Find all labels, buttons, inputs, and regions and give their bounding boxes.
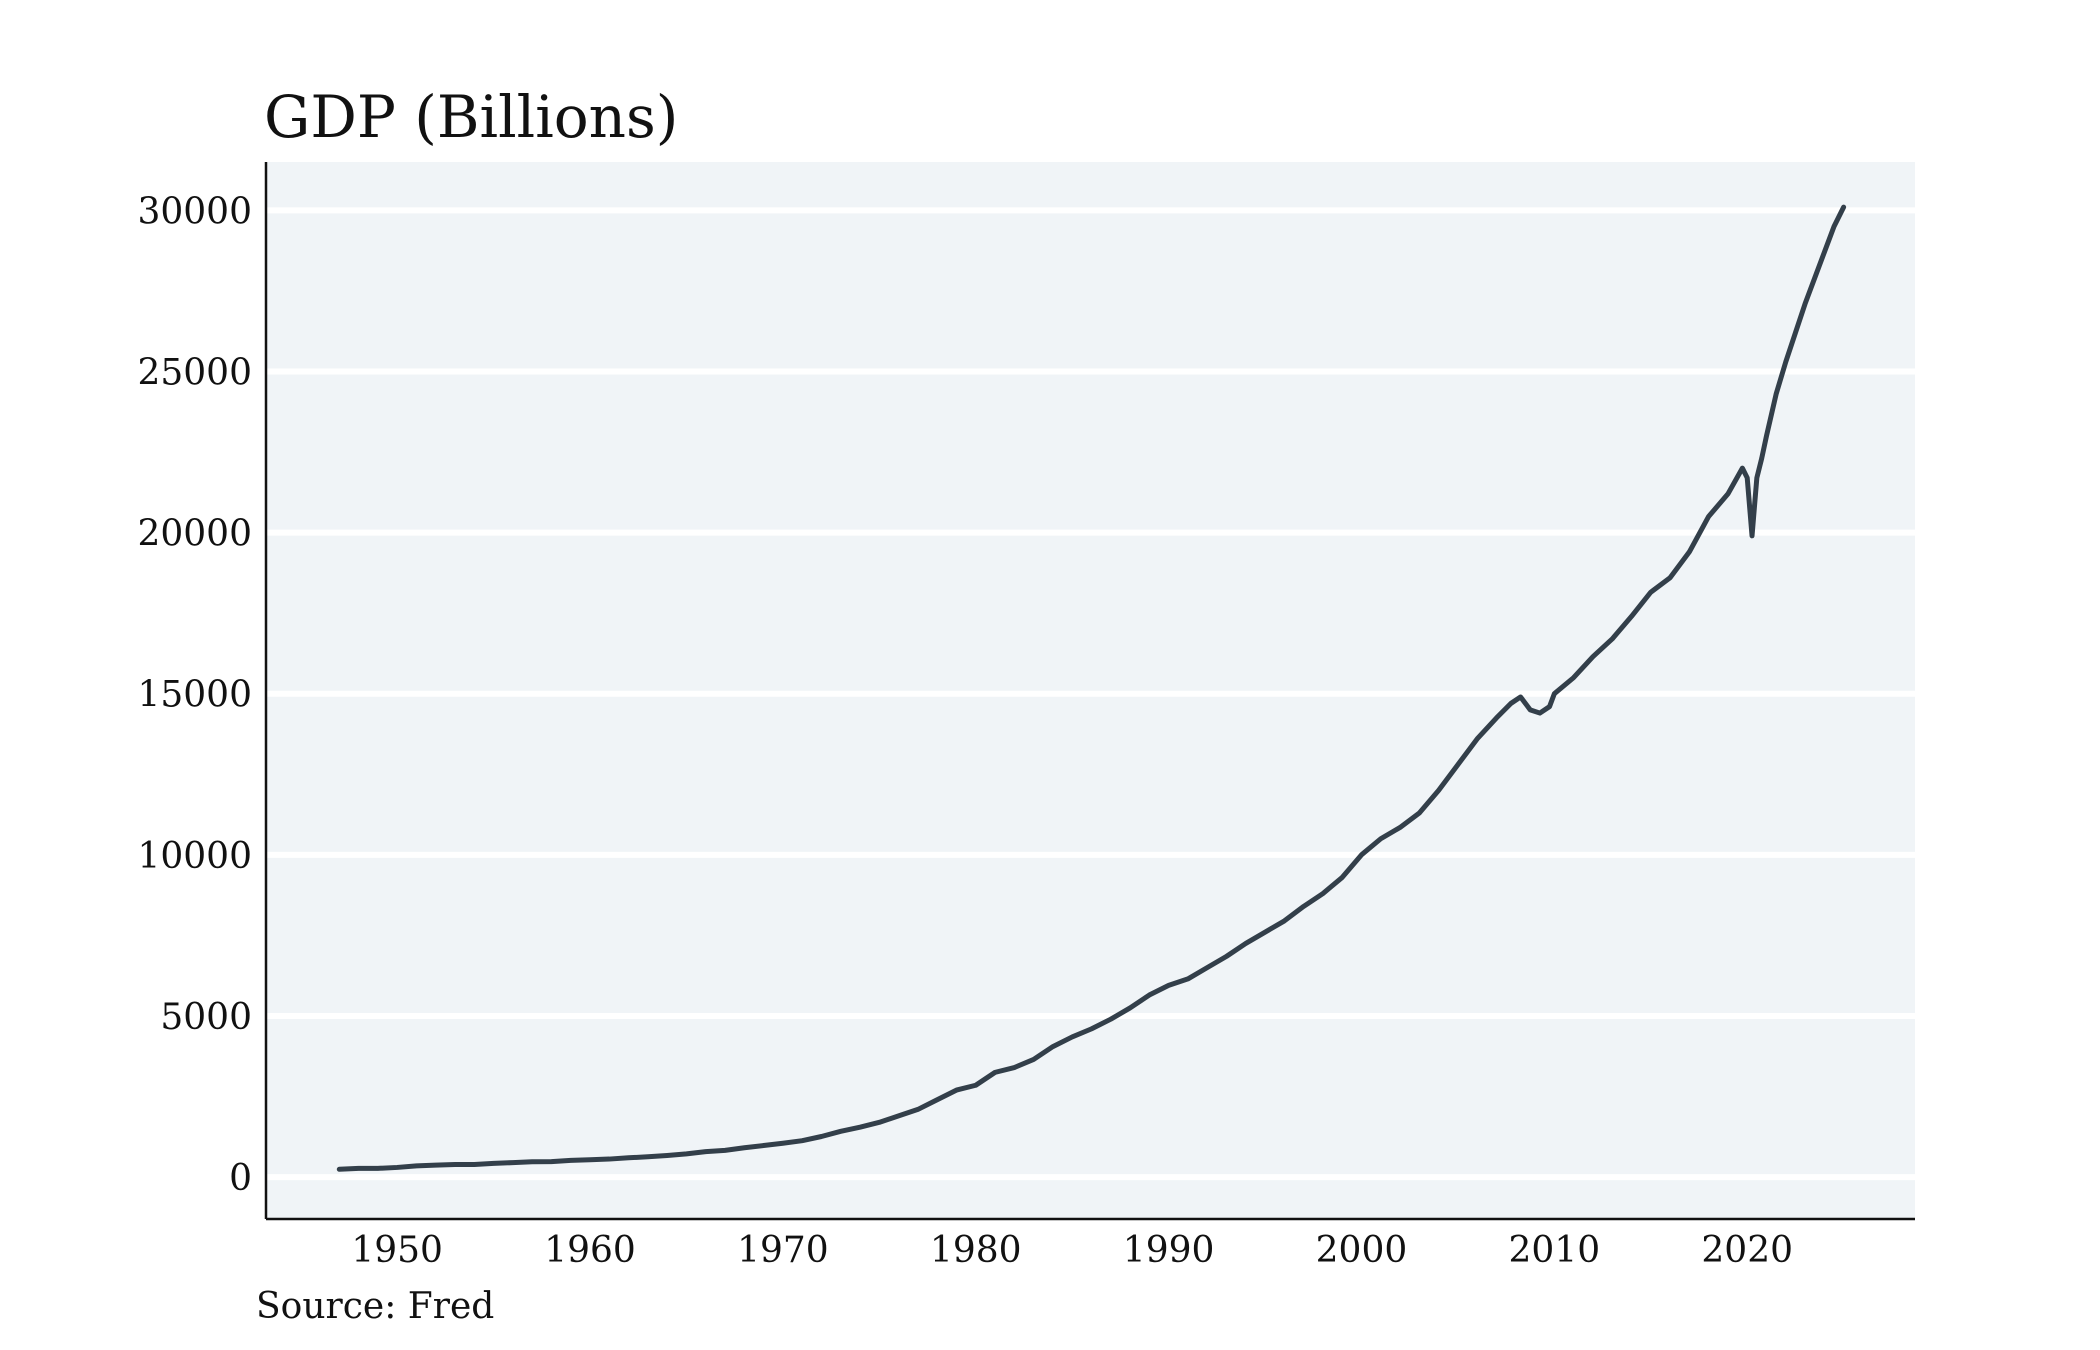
- x-tick-label-2010: 2010: [1509, 1230, 1601, 1271]
- x-tick-label-1950: 1950: [351, 1230, 443, 1271]
- chart-source: Source: Fred: [256, 1286, 494, 1327]
- y-tick-label-25000: 25000: [137, 352, 252, 393]
- chart-title: GDP (Billions): [264, 83, 678, 151]
- tick-labels: 0 5000 10000 15000 20000 25000 30000 1950 1960 19…: [137, 191, 1793, 1271]
- grid-lines: [266, 207, 1915, 1181]
- x-tick-label-1980: 1980: [930, 1230, 1022, 1271]
- x-tick-label-1990: 1990: [1123, 1230, 1215, 1271]
- y-tick-label-20000: 20000: [137, 514, 252, 555]
- gdp-series-line: [336, 204, 1847, 1172]
- x-tick-label-1960: 1960: [544, 1230, 636, 1271]
- x-tick-label-1970: 1970: [737, 1230, 829, 1271]
- y-tick-label-15000: 15000: [137, 675, 252, 716]
- y-tick-label-5000: 5000: [160, 997, 252, 1038]
- axes: [264, 162, 1915, 1221]
- x-tick-label-2000: 2000: [1316, 1230, 1408, 1271]
- x-tick-label-2020: 2020: [1701, 1230, 1793, 1271]
- y-tick-label-30000: 30000: [137, 191, 252, 232]
- plot-background: [266, 162, 1915, 1219]
- y-tick-label-0: 0: [229, 1158, 252, 1199]
- y-tick-label-10000: 10000: [137, 836, 252, 877]
